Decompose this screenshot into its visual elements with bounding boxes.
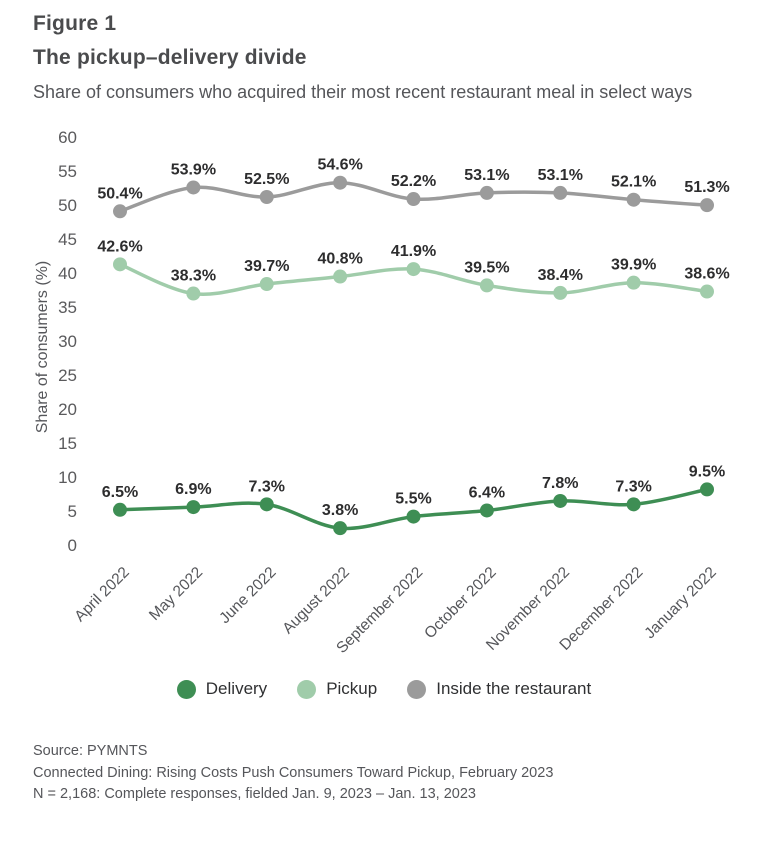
data-label-delivery: 7.3% (249, 478, 285, 495)
data-label-inside-the-restaurant: 53.9% (171, 161, 216, 178)
data-point-delivery (479, 503, 494, 518)
data-label-inside-the-restaurant: 50.4% (97, 185, 142, 202)
y-tick-label: 55 (58, 162, 77, 181)
y-tick-label: 35 (58, 298, 77, 317)
source-line: Source: PYMNTS (33, 743, 148, 759)
data-label-pickup: 39.5% (464, 259, 509, 276)
legend-item-delivery: Delivery (176, 679, 268, 699)
data-label-pickup: 38.4% (538, 267, 583, 284)
data-point-inside-the-restaurant (479, 185, 494, 200)
data-label-pickup: 41.9% (391, 243, 436, 260)
x-axis-label: May 2022 (146, 564, 206, 624)
data-point-delivery (113, 502, 127, 517)
legend-item-inside-the-restaurant: Inside the restaurant (407, 679, 591, 699)
x-axis-labels: April 2022 May 2022 June 2022 August 2022Se… (71, 564, 719, 657)
data-label-inside-the-restaurant: 52.1% (611, 174, 656, 191)
data-label-inside-the-restaurant: 52.5% (244, 171, 289, 188)
data-label-delivery: 3.8% (322, 502, 358, 519)
y-tick-label: 30 (58, 332, 77, 351)
data-label-inside-the-restaurant: 52.2% (391, 173, 436, 190)
data-point-pickup (333, 269, 348, 284)
x-axis-label: October 2022 (421, 564, 499, 642)
data-point-delivery (186, 500, 201, 515)
data-point-pickup (553, 285, 568, 300)
x-axis-label: June 2022 (216, 564, 279, 627)
legend-item-pickup: Pickup (297, 679, 377, 699)
chart-series: 6.5% 6.9% 7.3% 3.8% 5.5% 6.4% 7.8% 7.3% 9.5% 42.6… (97, 157, 730, 536)
y-tick-label: 60 (58, 128, 77, 147)
data-point-inside-the-restaurant (333, 175, 348, 190)
figure-footer: Source: PYMNTS Connected Dining: Rising … (33, 741, 553, 806)
figure-title: The pickup–delivery divide (33, 46, 307, 69)
y-axis-title: Share of consumers (%) (34, 261, 51, 434)
y-tick-label: 45 (58, 230, 77, 249)
data-label-pickup: 39.7% (244, 258, 289, 275)
data-label-pickup: 40.8% (317, 251, 362, 268)
y-tick-label: 5 (68, 502, 77, 521)
data-point-pickup (186, 286, 201, 301)
data-label-inside-the-restaurant: 51.3% (684, 179, 729, 196)
legend-dot-icon (176, 679, 196, 699)
data-label-delivery: 5.5% (395, 491, 431, 508)
chart-legend: Delivery Pickup Inside the restaurant (0, 679, 768, 699)
x-axis-label: August 2022 (279, 564, 353, 638)
data-point-inside-the-restaurant (700, 198, 714, 213)
data-point-pickup (259, 277, 274, 292)
data-point-pickup (479, 278, 494, 293)
x-axis-label: April 2022 (71, 564, 132, 625)
legend-label: Delivery (205, 679, 268, 698)
data-label-delivery: 9.5% (689, 463, 725, 480)
data-point-inside-the-restaurant (259, 190, 274, 204)
data-label-pickup: 38.3% (171, 268, 216, 285)
data-label-delivery: 7.3% (615, 478, 651, 495)
data-point-pickup (700, 284, 714, 299)
legend-dot-icon (407, 679, 427, 699)
data-point-inside-the-restaurant (626, 192, 641, 207)
data-point-inside-the-restaurant (113, 204, 127, 219)
figure-number: Figure 1 (33, 12, 117, 35)
x-axis-label: January 2022 (641, 564, 719, 642)
data-point-inside-the-restaurant (186, 180, 201, 195)
data-label-pickup: 39.9% (611, 257, 656, 274)
legend-label: Pickup (326, 679, 378, 698)
data-label-pickup: 38.6% (684, 266, 729, 283)
y-tick-label: 0 (68, 536, 77, 555)
series-pickup: 42.6% 38.3% 39.7% 40.8% 41.9% 39.5% 38.4% 39.9%… (97, 238, 730, 301)
data-point-delivery (406, 509, 421, 524)
y-tick-label: 10 (58, 468, 77, 487)
data-point-pickup (626, 275, 641, 290)
line-chart: Share of consumers (%) 0 5 10 15 20 25 30 35 40 4… (34, 128, 730, 657)
y-axis-ticks: 0 5 10 15 20 25 30 35 40 45 50 55 60 (58, 128, 77, 555)
legend-dot-icon (297, 679, 317, 699)
data-label-inside-the-restaurant: 53.1% (464, 167, 509, 184)
data-point-inside-the-restaurant (406, 192, 421, 207)
data-point-delivery (259, 497, 274, 512)
data-label-delivery: 6.4% (469, 484, 505, 501)
data-label-pickup: 42.6% (97, 238, 142, 255)
data-point-pickup (406, 262, 421, 277)
y-tick-label: 20 (58, 400, 77, 419)
data-point-pickup (113, 257, 127, 272)
report-line: Connected Dining: Rising Costs Push Cons… (33, 764, 554, 781)
data-label-inside-the-restaurant: 53.1% (538, 167, 583, 184)
sample-line: N = 2,168: Complete responses, fielded J… (33, 786, 476, 802)
data-point-inside-the-restaurant (553, 185, 568, 200)
data-label-inside-the-restaurant: 54.6% (317, 157, 362, 174)
figure-subtitle: Share of consumers who acquired their mo… (33, 82, 693, 102)
data-label-delivery: 6.9% (175, 481, 211, 498)
data-point-delivery (333, 521, 348, 536)
data-label-delivery: 7.8% (542, 475, 578, 492)
series-inside-the-restaurant: 50.4% 53.9% 52.5% 54.6% 52.2% 53.1% 53.1% 52.1%… (97, 157, 730, 219)
data-point-delivery (553, 493, 568, 508)
data-point-delivery (700, 482, 714, 497)
y-tick-label: 15 (58, 434, 77, 453)
data-point-delivery (626, 497, 641, 512)
series-delivery: 6.5% 6.9% 7.3% 3.8% 5.5% 6.4% 7.8% 7.3% 9.5% (102, 463, 725, 536)
y-tick-label: 25 (58, 366, 77, 385)
y-tick-label: 40 (58, 264, 77, 283)
y-tick-label: 50 (58, 196, 77, 215)
data-label-delivery: 6.5% (102, 484, 138, 501)
legend-label: Inside the restaurant (436, 679, 592, 698)
